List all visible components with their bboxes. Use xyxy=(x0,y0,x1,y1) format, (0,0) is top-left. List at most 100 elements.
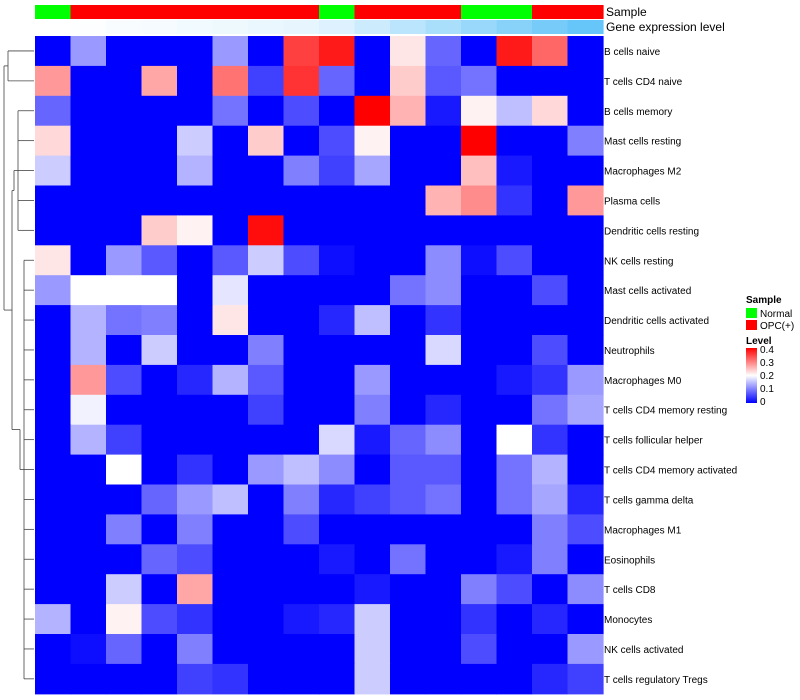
heatmap-cell xyxy=(106,454,143,486)
heatmap-cell xyxy=(567,544,604,575)
heatmap-cell xyxy=(354,95,391,127)
heatmap-cell xyxy=(106,185,143,216)
heatmap-cell xyxy=(212,604,249,635)
heatmap-cell xyxy=(70,95,107,127)
heatmap-cell xyxy=(283,125,320,157)
heatmap-cell xyxy=(567,364,604,396)
heatmap-cell xyxy=(70,364,107,396)
row-label: B cells memory xyxy=(604,107,672,118)
heatmap-cell xyxy=(461,484,498,515)
heatmap-cell xyxy=(496,305,533,336)
heatmap-cell xyxy=(248,245,285,276)
heatmap-cell xyxy=(532,185,569,216)
heatmap-cell xyxy=(248,65,285,97)
heatmap-cell xyxy=(212,514,249,545)
heatmap-cell xyxy=(35,364,72,396)
heatmap-cell xyxy=(319,484,356,515)
heatmap-cell xyxy=(141,514,178,545)
heatmap-cell xyxy=(212,544,249,575)
heatmap-cell xyxy=(106,514,143,545)
heatmap-cell xyxy=(177,215,214,246)
heatmap-cell xyxy=(106,604,143,635)
row-label: T cells CD4 memory activated xyxy=(604,466,737,477)
heatmap-cell xyxy=(70,544,107,575)
sample-annotation-cell xyxy=(319,5,356,19)
heatmap-cell xyxy=(319,394,356,426)
heatmap-cell xyxy=(283,245,320,276)
heatmap-cell xyxy=(35,454,72,486)
heatmap-cell xyxy=(532,514,569,545)
heatmap-cell xyxy=(283,604,320,635)
heatmap-cell xyxy=(283,544,320,575)
heatmap-cell xyxy=(141,394,178,426)
heatmap-cell xyxy=(354,155,391,187)
heatmap-cell xyxy=(35,634,72,665)
heatmap-cell xyxy=(319,65,356,97)
heatmap-cell xyxy=(106,634,143,665)
heatmap-cell xyxy=(212,65,249,97)
heatmap-cell xyxy=(354,574,391,605)
gene-annotation-cell xyxy=(567,20,604,34)
heatmap-cell xyxy=(567,604,604,635)
heatmap-cell xyxy=(70,663,107,695)
heatmap-cell xyxy=(248,514,285,545)
heatmap-cell xyxy=(461,155,498,187)
heatmap-cell xyxy=(461,185,498,216)
heatmap-cell xyxy=(496,364,533,396)
heatmap-cell xyxy=(354,514,391,545)
heatmap-cell xyxy=(177,155,214,187)
heatmap-cell xyxy=(532,634,569,665)
heatmap-cell xyxy=(177,424,214,456)
row-label: T cells regulatory Tregs xyxy=(604,675,708,686)
heatmap-cell xyxy=(532,335,569,366)
heatmap-cell xyxy=(283,364,320,396)
heatmap-cell xyxy=(496,125,533,157)
heatmap-cell xyxy=(177,454,214,486)
heatmap-cell xyxy=(319,574,356,605)
heatmap-cell xyxy=(567,454,604,486)
heatmap-cell xyxy=(177,335,214,366)
heatmap-cell xyxy=(177,574,214,605)
heatmap-cell xyxy=(354,634,391,665)
heatmap-cell xyxy=(70,65,107,97)
heatmap-cell xyxy=(496,424,533,456)
heatmap-cell xyxy=(35,36,72,67)
heatmap-cell xyxy=(425,454,462,486)
heatmap-cell xyxy=(532,305,569,336)
heatmap-cell xyxy=(425,544,462,575)
heatmap-cell xyxy=(141,65,178,97)
heatmap-cell xyxy=(283,305,320,336)
heatmap-cell xyxy=(141,484,178,515)
heatmap-cell xyxy=(319,185,356,216)
heatmap-cell xyxy=(354,305,391,336)
heatmap-cell xyxy=(35,275,72,306)
heatmap-cell xyxy=(390,155,427,187)
heatmap-cell xyxy=(141,424,178,456)
row-label: Macrophages M1 xyxy=(604,525,682,536)
heatmap-cell xyxy=(141,574,178,605)
heatmap-cell xyxy=(425,364,462,396)
heatmap-cell xyxy=(319,544,356,575)
level-tick-label: 0.2 xyxy=(760,371,774,382)
heatmap-cell xyxy=(212,424,249,456)
level-tick-label: 0.3 xyxy=(760,358,774,369)
heatmap-cell xyxy=(35,514,72,545)
heatmap-cell xyxy=(35,544,72,575)
heatmap-cell xyxy=(141,125,178,157)
heatmap-cell xyxy=(319,36,356,67)
heatmap-cell xyxy=(106,95,143,127)
heatmap-cell xyxy=(106,335,143,366)
sample-annotation-cell xyxy=(567,5,604,19)
row-label: Monocytes xyxy=(604,615,652,626)
heatmap-cell xyxy=(248,275,285,306)
heatmap-cell xyxy=(390,95,427,127)
heatmap-cell xyxy=(567,305,604,336)
heatmap-cell xyxy=(319,514,356,545)
heatmap-cell xyxy=(212,663,249,695)
heatmap-cell xyxy=(248,663,285,695)
heatmap-cell xyxy=(319,95,356,127)
heatmap-cell xyxy=(106,424,143,456)
heatmap-cell xyxy=(532,245,569,276)
heatmap-cell xyxy=(70,514,107,545)
heatmap-cell xyxy=(177,245,214,276)
